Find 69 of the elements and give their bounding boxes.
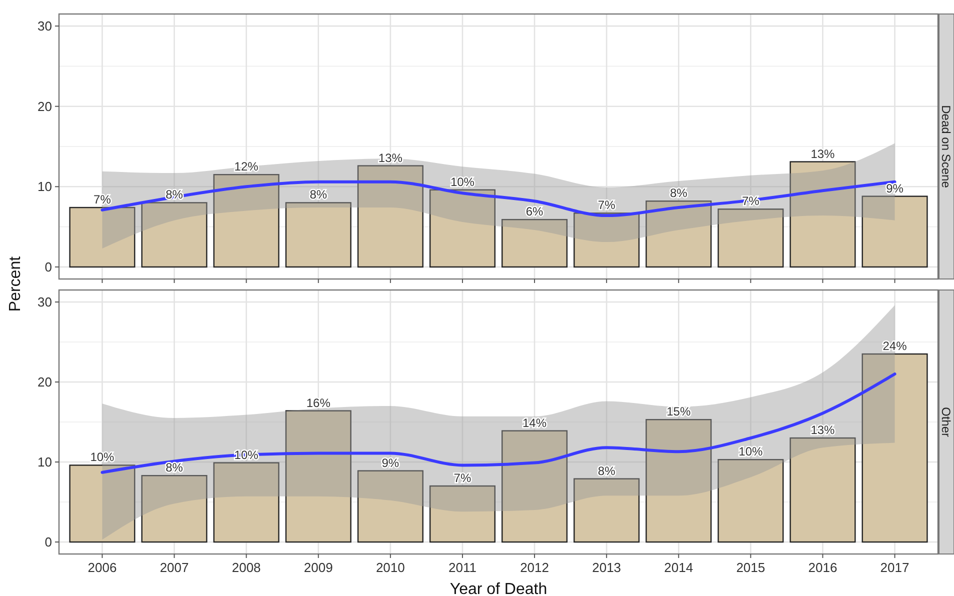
bar [790, 161, 856, 268]
x-tick-label: 2010 [376, 560, 405, 575]
bar [357, 165, 424, 268]
bar [646, 200, 712, 268]
text: Dead on Scene [938, 105, 953, 188]
bar [213, 174, 280, 268]
x-tick-label: 2008 [232, 560, 261, 575]
data-label: 7% [598, 198, 616, 212]
bar [429, 485, 496, 543]
bar [862, 353, 928, 543]
data-label: 15% [666, 404, 691, 419]
data-label: 12% [234, 160, 259, 174]
y-axis-title: Percent [7, 256, 24, 312]
bar [718, 459, 784, 543]
data-label: 10% [738, 444, 764, 459]
data-label: 16% [306, 396, 331, 410]
y-tick-label: 20 [38, 98, 52, 114]
data-label: 6% [526, 204, 544, 219]
data-label: 13% [810, 146, 836, 161]
text: Other [938, 406, 953, 438]
data-label: 13% [810, 423, 836, 437]
bar [285, 410, 352, 543]
data-label: 8% [310, 188, 328, 202]
x-tick-label: 2012 [520, 560, 549, 575]
bar [574, 478, 640, 543]
bar [285, 202, 352, 268]
y-tick-label: 30 [38, 18, 52, 34]
x-tick-label: 2015 [736, 560, 766, 575]
x-tick-label: 2006 [88, 560, 117, 575]
x-tick-label: 2011 [448, 560, 476, 575]
y-tick-label: 10 [38, 179, 52, 194]
x-tick-label: 2016 [808, 560, 838, 575]
bar [574, 212, 640, 268]
x-axis-title: Year of Death [450, 581, 548, 596]
bar [646, 419, 712, 543]
bar [429, 189, 496, 268]
data-label: 8% [670, 186, 688, 200]
y-tick-label: 10 [38, 454, 52, 470]
data-label: 8% [166, 460, 184, 475]
data-label: 13% [378, 150, 403, 165]
bar [69, 464, 136, 543]
data-label: 8% [598, 464, 616, 478]
y-tick-label: 0 [44, 260, 52, 275]
y-tick-label: 20 [38, 374, 52, 390]
bar [141, 475, 208, 543]
bar [213, 462, 280, 543]
x-tick-label: 2007 [160, 560, 189, 575]
data-label: 10% [90, 450, 115, 464]
bar [790, 437, 856, 543]
bar [502, 218, 568, 268]
bar [69, 206, 136, 268]
bar [862, 196, 928, 268]
data-label: 7% [454, 471, 472, 485]
y-tick-label: 30 [38, 294, 52, 310]
bar [141, 202, 208, 268]
data-label: 14% [522, 416, 547, 430]
data-label: 7% [94, 192, 112, 207]
x-tick-label: 2014 [664, 560, 694, 575]
bar [357, 470, 424, 543]
x-tick-label: 2009 [304, 560, 333, 575]
x-tick-label: 2017 [880, 560, 910, 575]
data-label: 24% [882, 339, 908, 353]
data-label: 9% [886, 181, 904, 196]
data-label: 9% [382, 456, 400, 470]
y-tick-label: 0 [44, 534, 52, 550]
data-label: 10% [450, 174, 475, 189]
bar [718, 208, 784, 268]
x-tick-label: 2013 [592, 560, 622, 575]
bar [502, 430, 568, 543]
